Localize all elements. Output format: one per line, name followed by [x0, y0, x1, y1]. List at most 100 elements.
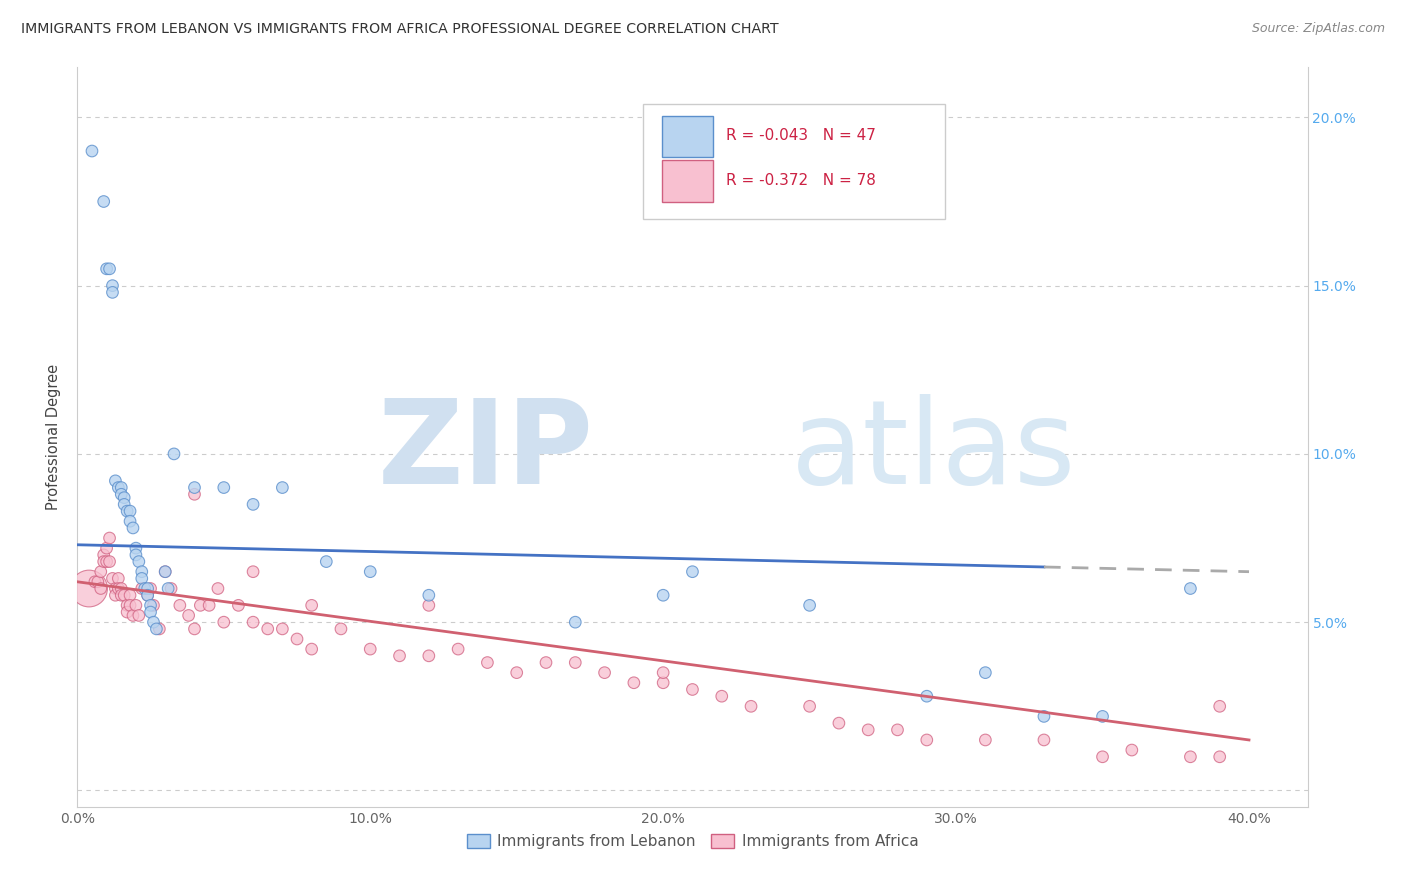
- Point: [125, 548, 148, 562]
- Point: [177, 608, 200, 623]
- Point: [799, 699, 821, 714]
- Point: [477, 656, 499, 670]
- Point: [107, 481, 129, 495]
- Point: [710, 689, 733, 703]
- Point: [112, 491, 135, 505]
- Text: Source: ZipAtlas.com: Source: ZipAtlas.com: [1251, 22, 1385, 36]
- Point: [110, 588, 132, 602]
- Point: [183, 481, 205, 495]
- Point: [1033, 733, 1056, 747]
- Point: [98, 261, 121, 276]
- Point: [329, 622, 352, 636]
- Point: [740, 699, 762, 714]
- Point: [564, 615, 586, 630]
- Point: [534, 656, 557, 670]
- Point: [112, 588, 135, 602]
- Point: [139, 599, 162, 613]
- Point: [169, 599, 191, 613]
- Point: [1033, 709, 1056, 723]
- Point: [271, 481, 294, 495]
- Point: [285, 632, 308, 646]
- Point: [125, 541, 148, 555]
- Point: [142, 599, 165, 613]
- Point: [183, 622, 205, 636]
- Text: IMMIGRANTS FROM LEBANON VS IMMIGRANTS FROM AFRICA PROFESSIONAL DEGREE CORRELATIO: IMMIGRANTS FROM LEBANON VS IMMIGRANTS FR…: [21, 22, 779, 37]
- Point: [1180, 749, 1202, 764]
- Point: [115, 504, 138, 518]
- Point: [96, 541, 118, 555]
- Point: [242, 497, 264, 511]
- Point: [131, 582, 153, 596]
- Point: [359, 565, 381, 579]
- Point: [593, 665, 616, 680]
- Point: [93, 548, 115, 562]
- Point: [799, 599, 821, 613]
- Point: [120, 588, 141, 602]
- Point: [107, 571, 129, 585]
- Point: [1180, 582, 1202, 596]
- Point: [90, 565, 112, 579]
- FancyBboxPatch shape: [662, 116, 713, 157]
- Text: R = -0.043   N = 47: R = -0.043 N = 47: [725, 128, 876, 144]
- Point: [110, 487, 132, 501]
- Point: [447, 642, 470, 657]
- Point: [90, 582, 112, 596]
- Point: [915, 733, 938, 747]
- Point: [242, 565, 264, 579]
- Point: [87, 574, 110, 589]
- Point: [682, 565, 704, 579]
- Point: [110, 481, 132, 495]
- Point: [84, 574, 107, 589]
- Point: [139, 582, 162, 596]
- Point: [101, 278, 124, 293]
- FancyBboxPatch shape: [662, 161, 713, 202]
- Point: [120, 504, 141, 518]
- Point: [104, 582, 127, 596]
- Point: [139, 605, 162, 619]
- Point: [359, 642, 381, 657]
- Point: [242, 615, 264, 630]
- Text: R = -0.372   N = 78: R = -0.372 N = 78: [725, 173, 876, 187]
- Point: [93, 555, 115, 569]
- Point: [1209, 699, 1232, 714]
- Point: [271, 622, 294, 636]
- Point: [120, 599, 141, 613]
- Point: [125, 599, 148, 613]
- Point: [1091, 749, 1114, 764]
- Point: [1209, 749, 1232, 764]
- Point: [142, 615, 165, 630]
- Point: [131, 565, 153, 579]
- Point: [110, 582, 132, 596]
- Point: [682, 682, 704, 697]
- Legend: Immigrants from Lebanon, Immigrants from Africa: Immigrants from Lebanon, Immigrants from…: [461, 828, 924, 855]
- Point: [315, 555, 337, 569]
- Point: [122, 521, 145, 535]
- Point: [207, 582, 229, 596]
- Point: [256, 622, 278, 636]
- Point: [145, 622, 167, 636]
- Point: [652, 588, 675, 602]
- Point: [188, 599, 212, 613]
- Point: [974, 733, 997, 747]
- Point: [128, 608, 150, 623]
- Point: [623, 675, 645, 690]
- Point: [301, 599, 323, 613]
- Point: [136, 588, 159, 602]
- Point: [112, 497, 135, 511]
- Point: [153, 565, 177, 579]
- Point: [652, 665, 675, 680]
- Point: [915, 689, 938, 703]
- Point: [652, 675, 675, 690]
- Point: [418, 648, 440, 663]
- Text: ZIP: ZIP: [378, 394, 595, 509]
- Point: [506, 665, 529, 680]
- Point: [80, 144, 103, 158]
- Point: [96, 555, 118, 569]
- Point: [120, 514, 141, 528]
- Point: [163, 447, 186, 461]
- Point: [212, 615, 235, 630]
- Point: [858, 723, 880, 737]
- Point: [122, 608, 145, 623]
- Point: [160, 582, 183, 596]
- Point: [418, 599, 440, 613]
